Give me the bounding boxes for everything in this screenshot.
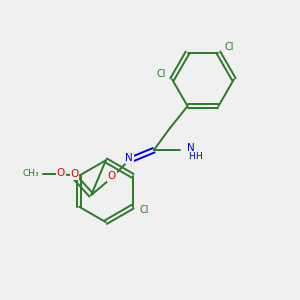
Text: H: H (188, 152, 195, 161)
Text: Cl: Cl (224, 42, 233, 52)
Text: O: O (70, 169, 79, 179)
Text: H: H (195, 152, 202, 161)
Text: CH₃: CH₃ (22, 169, 39, 178)
Text: O: O (108, 171, 116, 181)
Text: N: N (188, 143, 195, 153)
Text: Cl: Cl (139, 205, 148, 214)
Text: O: O (57, 168, 65, 178)
Text: Cl: Cl (156, 69, 166, 79)
Text: N: N (125, 153, 133, 163)
